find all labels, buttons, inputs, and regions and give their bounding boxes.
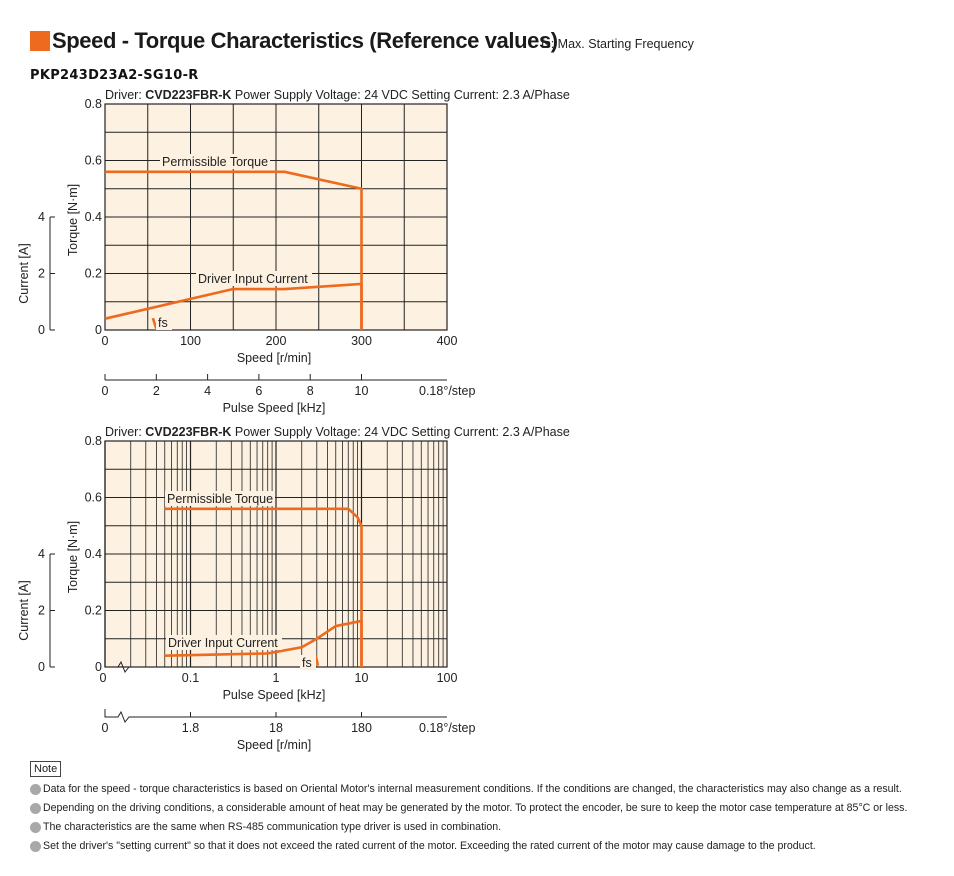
y-tick-label: 0.4 bbox=[85, 210, 102, 224]
series-label-bg bbox=[165, 491, 275, 506]
x-axis-label: Speed [r/min] bbox=[237, 351, 311, 365]
secondary-tick-label: 8 bbox=[307, 384, 314, 398]
y-tick-label: 0.6 bbox=[85, 154, 102, 168]
secondary-tick-label: 0 bbox=[102, 721, 109, 735]
y-tick-label: 0.4 bbox=[85, 547, 102, 561]
x-tick-label: 0 bbox=[100, 671, 107, 685]
chart-conditions: Driver: CVD223FBR-K Power Supply Voltage… bbox=[105, 88, 570, 102]
series-line-driver-input-current bbox=[164, 619, 363, 667]
axis-break-icon bbox=[105, 660, 130, 673]
y-axis-label: Torque [N·m] bbox=[66, 184, 80, 256]
secondary-axis-suffix: 0.18°/step bbox=[419, 384, 475, 398]
chart-group: Driver: CVD223FBR-K Power Supply Voltage… bbox=[17, 425, 570, 752]
y-tick-label: 0.6 bbox=[85, 491, 102, 505]
current-axis-label: Current [A] bbox=[17, 243, 31, 303]
series-label-fs: fs bbox=[158, 316, 168, 330]
y-tick-label: 0.2 bbox=[85, 267, 102, 281]
note-text: Set the driver's "setting current" so th… bbox=[43, 840, 816, 852]
x-tick-label: 300 bbox=[351, 334, 372, 348]
note-item: Data for the speed - torque characterist… bbox=[30, 780, 907, 799]
driver-prefix: Driver: bbox=[105, 425, 145, 439]
secondary-axis-line bbox=[104, 709, 447, 723]
y-axis-label: Torque [N·m] bbox=[66, 521, 80, 593]
x-tick-label: 10 bbox=[355, 671, 369, 685]
y-tick-label: 0.8 bbox=[85, 97, 102, 111]
series-line-fs bbox=[151, 317, 158, 329]
note-label: Note bbox=[30, 761, 62, 777]
chart-conditions: Driver: CVD223FBR-K Power Supply Voltage… bbox=[105, 425, 570, 439]
note-item: The characteristics are the same when RS… bbox=[30, 818, 907, 837]
plot-border bbox=[104, 103, 448, 331]
page-title: Speed - Torque Characteristics (Referenc… bbox=[52, 28, 558, 53]
series-label-bg bbox=[166, 635, 282, 650]
x-tick-label: 1 bbox=[273, 671, 280, 685]
current-tick-label: 2 bbox=[38, 267, 45, 281]
secondary-axis-suffix: 0.18°/step bbox=[419, 721, 475, 735]
x-tick-label: 100 bbox=[437, 671, 458, 685]
current-axis-label: Current [A] bbox=[17, 580, 31, 640]
notes-list: Data for the speed - torque characterist… bbox=[30, 780, 907, 856]
bullet-icon bbox=[30, 822, 41, 833]
series-label-bg bbox=[196, 271, 312, 286]
page-subtitle: fs: Max. Starting Frequency bbox=[541, 37, 694, 51]
note-text: The characteristics are the same when RS… bbox=[43, 821, 502, 833]
note-item: Set the driver's "setting current" so th… bbox=[30, 837, 907, 856]
secondary-tick-label: 10 bbox=[355, 384, 369, 398]
chart-group: Driver: CVD223FBR-K Power Supply Voltage… bbox=[17, 88, 570, 415]
current-tick-label: 4 bbox=[38, 547, 45, 561]
secondary-tick-label: 4 bbox=[204, 384, 211, 398]
conditions-text: Power Supply Voltage: 24 VDC Setting Cur… bbox=[231, 88, 569, 102]
bullet-icon bbox=[30, 784, 41, 795]
series-label-bg bbox=[300, 655, 316, 670]
y-tick-label: 0 bbox=[95, 660, 102, 674]
charts-canvas: Driver: CVD223FBR-K Power Supply Voltage… bbox=[17, 88, 570, 752]
series-label-bg bbox=[156, 315, 172, 330]
driver-prefix: Driver: bbox=[105, 88, 145, 102]
secondary-tick-label: 0 bbox=[102, 384, 109, 398]
x-tick-label: 0 bbox=[102, 334, 109, 348]
y-tick-label: 0 bbox=[95, 323, 102, 337]
series-line-permissible-torque bbox=[164, 507, 363, 667]
current-tick-label: 2 bbox=[38, 604, 45, 618]
conditions-text: Power Supply Voltage: 24 VDC Setting Cur… bbox=[231, 425, 569, 439]
secondary-tick-label: 2 bbox=[153, 384, 160, 398]
series-label-driver-input-current: Driver Input Current bbox=[198, 272, 308, 286]
secondary-axis-label: Pulse Speed [kHz] bbox=[223, 401, 326, 415]
y-tick-label: 0.8 bbox=[85, 434, 102, 448]
series-label-permissible-torque: Permissible Torque bbox=[167, 492, 273, 506]
series-line-driver-input-current bbox=[104, 282, 363, 330]
x-tick-label: 0.1 bbox=[182, 671, 199, 685]
driver-name: CVD223FBR-K bbox=[145, 88, 231, 102]
secondary-axis-label: Speed [r/min] bbox=[237, 738, 311, 752]
driver-name: CVD223FBR-K bbox=[145, 425, 231, 439]
x-axis-label: Pulse Speed [kHz] bbox=[223, 688, 326, 702]
note-text: Depending on the driving conditions, a c… bbox=[43, 802, 908, 814]
bullet-icon bbox=[30, 803, 41, 814]
x-tick-label: 400 bbox=[437, 334, 458, 348]
current-tick-label: 0 bbox=[38, 660, 45, 674]
model-name: PKP243D23A2-SG10-R bbox=[30, 68, 199, 83]
x-tick-label: 100 bbox=[180, 334, 201, 348]
series-line-permissible-torque bbox=[105, 170, 363, 330]
series-label-driver-input-current: Driver Input Current bbox=[168, 636, 278, 650]
secondary-tick-label: 6 bbox=[255, 384, 262, 398]
y-tick-label: 0.2 bbox=[85, 604, 102, 618]
note-item: Depending on the driving conditions, a c… bbox=[30, 799, 907, 818]
note-text: Data for the speed - torque characterist… bbox=[43, 783, 902, 795]
secondary-tick-label: 18 bbox=[269, 721, 283, 735]
series-label-permissible-torque: Permissible Torque bbox=[162, 155, 268, 169]
x-tick-label: 200 bbox=[266, 334, 287, 348]
bullet-icon bbox=[30, 841, 41, 852]
series-label-bg bbox=[160, 154, 270, 169]
series-label-fs: fs bbox=[302, 656, 312, 670]
secondary-tick-label: 1.8 bbox=[182, 721, 199, 735]
plot-border bbox=[104, 440, 448, 668]
current-tick-label: 0 bbox=[38, 323, 45, 337]
secondary-tick-label: 180 bbox=[351, 721, 372, 735]
current-tick-label: 4 bbox=[38, 210, 45, 224]
title-accent-square bbox=[30, 31, 50, 51]
